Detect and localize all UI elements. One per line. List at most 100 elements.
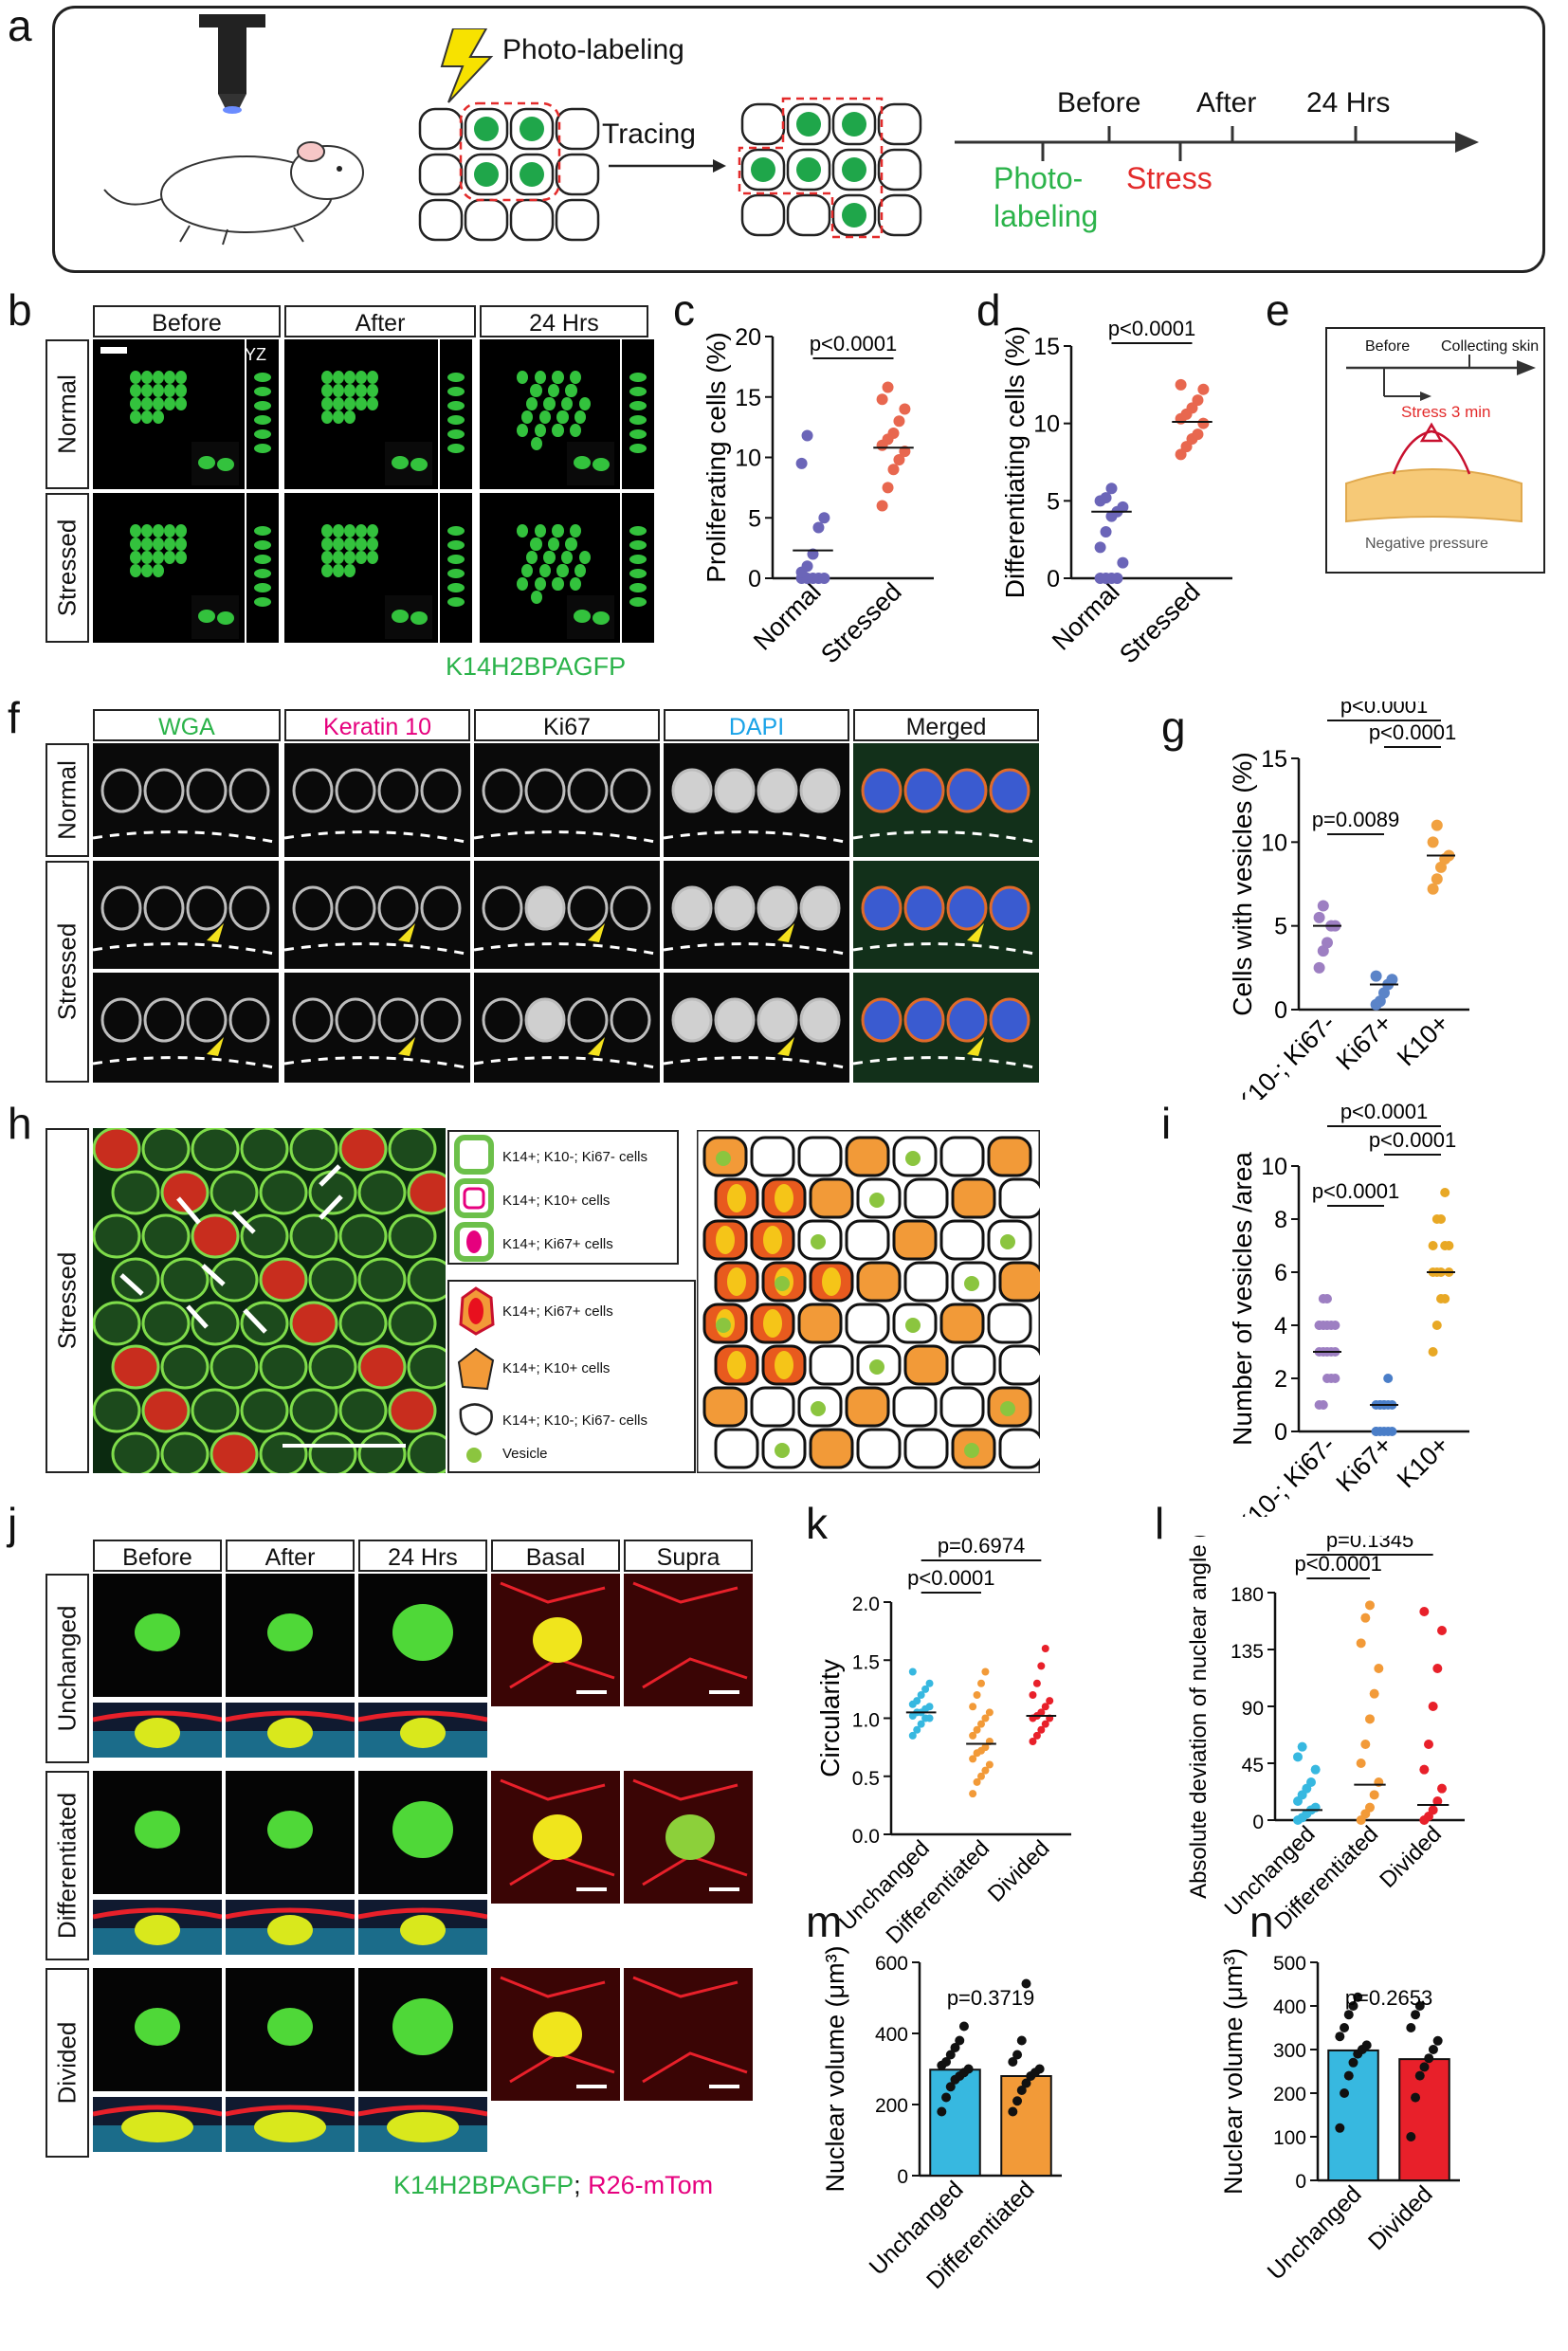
nucleus — [570, 371, 581, 384]
cell-outline — [671, 997, 713, 1043]
data-point — [969, 1731, 977, 1740]
map-cell — [845, 1386, 890, 1428]
data-point — [1360, 1613, 1371, 1623]
data-point — [925, 1679, 934, 1687]
cell — [111, 1344, 160, 1390]
nucleus — [267, 2008, 313, 2046]
cell-outline — [377, 997, 419, 1043]
nucleus — [392, 1998, 453, 2055]
cell — [388, 1128, 437, 1172]
cell-outline — [377, 885, 419, 931]
map-cell — [845, 1219, 890, 1261]
inset-nucleus — [593, 458, 610, 471]
data-point — [1297, 1741, 1307, 1752]
cell-outline — [946, 768, 988, 813]
h-legend-2-item-3: Vesicle — [502, 1446, 548, 1462]
cell-outline — [420, 885, 462, 931]
inset-nucleus — [574, 610, 591, 623]
nucleus — [153, 524, 164, 538]
nucleus — [533, 1617, 582, 1663]
j-tile — [358, 1574, 487, 1697]
nucleus — [153, 564, 164, 577]
yellow-arrow-icon — [588, 1037, 605, 1056]
nucleus — [333, 551, 344, 564]
cell — [141, 1213, 191, 1259]
b-yz-strip — [440, 493, 472, 643]
y-tick-label: 100 — [1273, 2127, 1306, 2149]
cell — [111, 1431, 160, 1473]
map-cell — [998, 1261, 1040, 1303]
j-row-unchanged: Unchanged — [46, 1574, 89, 1763]
cell-outline — [292, 885, 334, 931]
data-point — [1353, 1992, 1363, 2002]
cell — [111, 1170, 160, 1215]
p-value-label: p<0.0001 — [1369, 720, 1456, 744]
data-point — [1100, 492, 1112, 504]
data-point — [876, 393, 888, 406]
b-yz-strip — [622, 339, 654, 489]
p-value-label: p<0.0001 — [1340, 1100, 1428, 1123]
cell — [338, 1388, 388, 1433]
data-point — [1335, 2032, 1345, 2042]
nucleus — [141, 564, 153, 577]
y-axis-label: Absolute deviation of nuclear angle (°) — [1186, 1536, 1212, 1899]
nucleus — [533, 2012, 582, 2057]
cell — [191, 1301, 240, 1346]
data-point — [887, 464, 900, 476]
cell — [357, 1431, 407, 1473]
cell-outline — [186, 885, 228, 931]
y-tick-label: 90 — [1242, 1698, 1264, 1720]
cell-outline — [292, 997, 334, 1043]
map-vesicle — [775, 1276, 790, 1291]
yz-nucleus — [629, 444, 647, 453]
lightning-icon — [440, 28, 494, 103]
data-point — [1008, 2106, 1018, 2117]
nucleus — [153, 410, 164, 424]
cell-outline — [861, 885, 903, 931]
j-header-after: After — [226, 1540, 355, 1572]
y-tick-label: 10 — [1261, 1154, 1287, 1180]
y-tick-label: 2 — [1274, 1366, 1287, 1393]
data-point — [1314, 1321, 1324, 1330]
cell-outline — [186, 997, 228, 1043]
yz-nucleus — [254, 401, 271, 410]
y-tick-label: 135 — [1231, 1641, 1264, 1663]
nucleus — [321, 551, 333, 564]
map-nucleus — [763, 1226, 782, 1254]
cell-outline — [861, 997, 903, 1043]
nucleus — [535, 524, 546, 538]
map-cell — [702, 1386, 748, 1428]
yz-nucleus — [254, 555, 271, 564]
f-tile — [664, 743, 849, 857]
e-pressure: Negative pressure — [1365, 536, 1488, 552]
nucleus — [153, 551, 164, 564]
yz-nucleus — [447, 597, 465, 607]
nucleus — [574, 410, 586, 424]
nucleus — [141, 371, 153, 384]
nucleus — [135, 1915, 180, 1945]
y-tick-label: 10 — [1261, 829, 1287, 856]
cell — [407, 1170, 446, 1215]
e-before: Before — [1365, 338, 1411, 355]
map-cell — [856, 1428, 902, 1469]
cell — [308, 1344, 357, 1390]
nucleus — [333, 410, 344, 424]
photo-labeling-title: Photo-labeling — [502, 34, 684, 65]
cell — [388, 1301, 437, 1346]
nucleus — [321, 384, 333, 397]
nucleus — [321, 564, 333, 577]
data-point — [1029, 1738, 1037, 1745]
cell — [240, 1128, 289, 1172]
j-side-view — [358, 1900, 487, 1955]
data-point — [801, 560, 813, 573]
scale-bar — [100, 347, 127, 354]
cell-outline — [100, 885, 142, 931]
f-tile — [474, 973, 660, 1083]
cell — [93, 1388, 141, 1433]
b-header-after: After — [284, 305, 476, 337]
data-point — [1041, 1703, 1049, 1711]
data-point — [1428, 1805, 1438, 1815]
yz-nucleus — [254, 429, 271, 439]
